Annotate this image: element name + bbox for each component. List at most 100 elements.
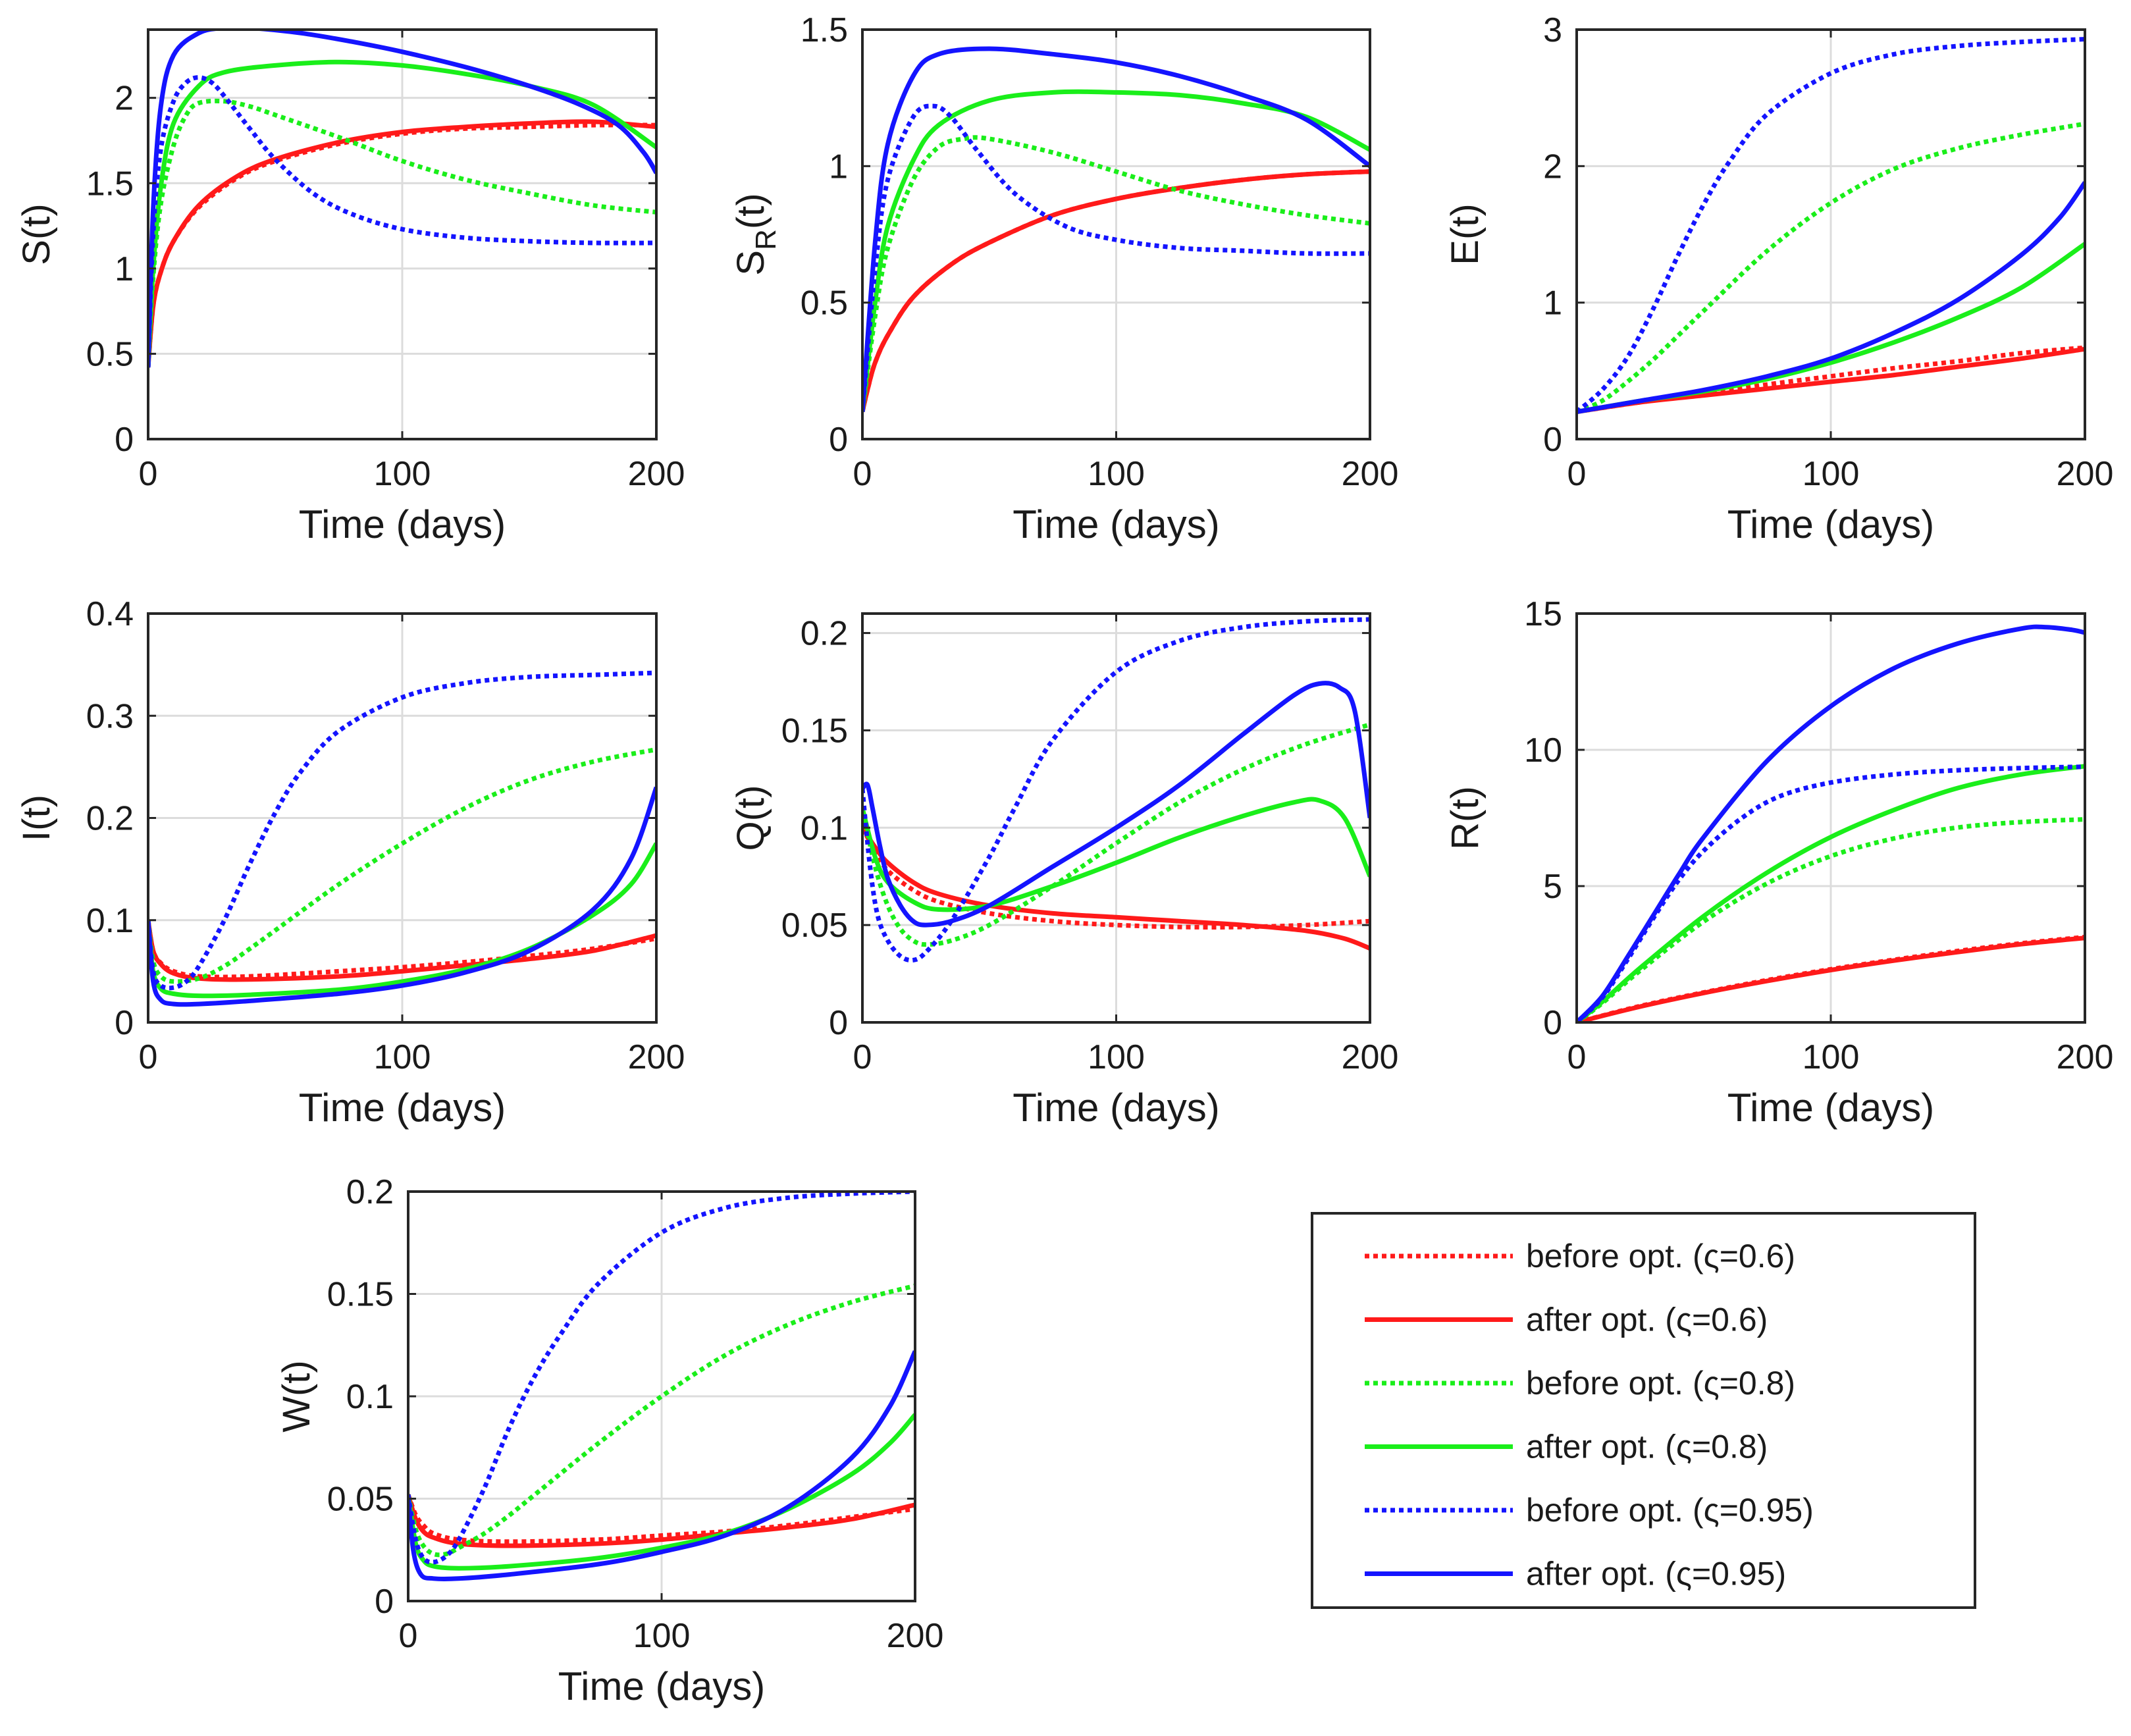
x-tick-label: 200	[887, 1617, 944, 1655]
series-line-before	[862, 103, 1370, 412]
y-axis-label: E(t)	[1444, 203, 1486, 265]
y-tick-label: 2	[115, 80, 134, 118]
panel-4: 0 100 200 0 0.1 0.2 0.3 0.4 Time (days) I(t)	[15, 595, 685, 1130]
series-group	[408, 1192, 915, 1582]
y-tick-label: 0	[115, 1004, 134, 1042]
y-tick-label: 0.15	[327, 1276, 394, 1314]
x-tick-label: 100	[1088, 1038, 1145, 1076]
series-line-before	[1577, 37, 2085, 414]
x-axis-label: Time (days)	[1727, 502, 1934, 546]
series-line-before	[862, 135, 1370, 412]
series-line-after	[148, 119, 656, 368]
x-axis-label: Time (days)	[1013, 1086, 1219, 1130]
series-line-before	[862, 722, 1370, 947]
y-tick-label: 0	[829, 421, 848, 459]
series-line-after	[408, 1494, 915, 1548]
series-line-before	[148, 670, 656, 991]
legend-label: after opt. (ς=0.95)	[1526, 1556, 1786, 1592]
panel-2: 0 100 200 0 0.5 1 1.5 Time (days) SR(t)	[729, 11, 1398, 546]
legend-label: before opt. (ς=0.95)	[1526, 1492, 1814, 1529]
x-axis-label: Time (days)	[299, 502, 506, 546]
series-line-before	[862, 617, 1370, 963]
x-tick-label: 100	[374, 455, 431, 493]
x-tick-label: 200	[2057, 1038, 2114, 1076]
panel-7: 0 100 200 0 0.05 0.1 0.15 0.2 Time (days) W(t)	[275, 1173, 943, 1708]
series-line-after	[148, 786, 656, 1007]
series-line-after	[862, 89, 1370, 412]
y-axis-label: Q(t)	[729, 785, 772, 851]
y-tick-label: 0.15	[781, 712, 848, 750]
y-tick-label: 0	[829, 1004, 848, 1042]
series-group	[148, 670, 656, 1007]
series-group	[148, 30, 656, 368]
series-line-before	[408, 1283, 915, 1558]
y-tick-label: 0	[375, 1583, 394, 1621]
legend-label: after opt. (ς=0.8)	[1526, 1429, 1768, 1465]
y-tick-label: 0.05	[327, 1481, 394, 1519]
legend: before opt. (ς=0.6) after opt. (ς=0.6) bef…	[1311, 1212, 1976, 1609]
series-line-after	[148, 842, 656, 999]
series-line-after	[148, 30, 656, 368]
x-tick-label: 100	[1802, 1038, 1860, 1076]
y-tick-label: 0.4	[86, 595, 134, 633]
series-line-after	[862, 681, 1370, 928]
y-tick-label: 0.3	[86, 697, 134, 735]
x-tick-label: 0	[399, 1617, 418, 1655]
x-tick-label: 0	[139, 455, 158, 493]
series-group	[862, 617, 1370, 963]
y-tick-label: 0.2	[801, 615, 848, 653]
y-tick-label: 0.1	[801, 809, 848, 847]
series-group	[1577, 37, 2085, 414]
y-axis-label: S(t)	[15, 203, 58, 265]
series-line-after	[1577, 181, 2085, 414]
series-line-before	[1577, 345, 2085, 414]
y-tick-label: 0.1	[86, 902, 134, 940]
y-tick-label: 0.5	[86, 335, 134, 373]
series-line-after	[1577, 764, 2085, 1022]
panel-1: 0 100 200 0 0.5 1 1.5 2 Time (days) S(t)	[15, 28, 685, 546]
x-tick-label: 200	[628, 455, 685, 493]
y-tick-label: 1.5	[86, 165, 134, 203]
y-axis-label: I(t)	[15, 795, 58, 841]
x-tick-label: 100	[633, 1617, 691, 1655]
x-tick-label: 0	[853, 455, 872, 493]
series-group	[1577, 624, 2085, 1022]
y-tick-label: 2	[1543, 147, 1562, 186]
y-tick-label: 1	[829, 147, 848, 186]
series-line-after	[148, 920, 656, 982]
series-line-before	[148, 747, 656, 984]
panel-5: 0 100 200 0 0.05 0.1 0.15 0.2 Time (days) Q(t)	[729, 612, 1398, 1130]
x-tick-label: 200	[2057, 455, 2114, 493]
series-line-before	[408, 1192, 915, 1565]
y-tick-label: 3	[1543, 11, 1562, 49]
series-line-after	[862, 46, 1370, 412]
y-tick-label: 1	[115, 250, 134, 288]
series-line-after	[408, 1350, 915, 1582]
legend-box	[1311, 1212, 1976, 1609]
series-line-before	[148, 75, 656, 368]
y-tick-label: 1	[1543, 284, 1562, 323]
x-axis-label: Time (days)	[558, 1664, 765, 1708]
x-axis-label: Time (days)	[299, 1086, 506, 1130]
series-line-after	[862, 797, 1370, 912]
y-axis-label: SR(t)	[729, 193, 782, 275]
x-axis-label: Time (days)	[1013, 502, 1219, 546]
y-tick-label: 0.05	[781, 907, 848, 945]
x-tick-label: 100	[1088, 455, 1145, 493]
series-line-before	[1577, 764, 2085, 1022]
x-tick-label: 200	[1342, 455, 1399, 493]
y-axis-label: W(t)	[275, 1360, 318, 1433]
y-tick-label: 0	[1543, 1004, 1562, 1042]
panel-3: 0 100 200 0 1 2 3 Time (days) E(t)	[1444, 11, 2113, 546]
y-tick-label: 0.2	[86, 800, 134, 838]
legend-label: after opt. (ς=0.6)	[1526, 1302, 1768, 1338]
series-line-after	[1577, 624, 2085, 1022]
y-tick-label: 15	[1524, 595, 1562, 633]
y-tick-label: 0.1	[346, 1378, 394, 1416]
legend-label: before opt. (ς=0.8)	[1526, 1365, 1795, 1402]
series-line-before	[408, 1494, 915, 1544]
y-tick-label: 0.5	[801, 284, 848, 323]
series-line-after	[862, 826, 1370, 951]
y-tick-label: 1.5	[801, 11, 848, 49]
x-tick-label: 0	[853, 1038, 872, 1076]
